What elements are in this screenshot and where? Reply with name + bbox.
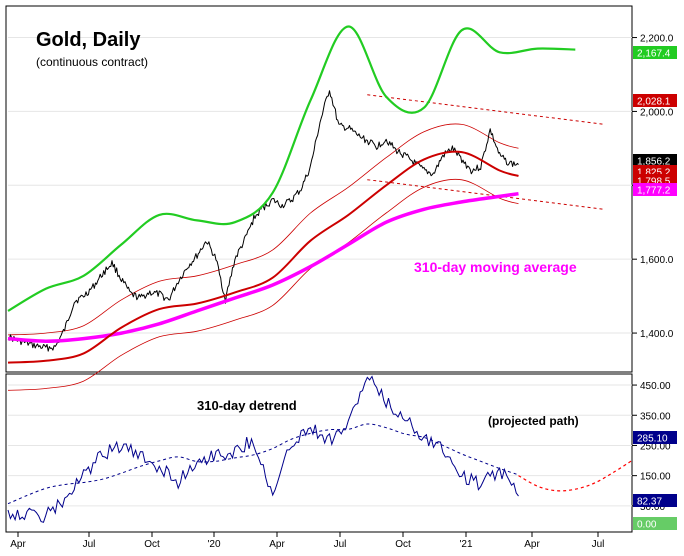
lower-panel-series [7, 375, 633, 523]
upper-panel-grid [8, 37, 632, 334]
upper-tag-label-2-167-4: 2,167.4 [637, 49, 671, 60]
upper-tag-label-1-777-2: 1,777.2 [637, 186, 671, 197]
chart-subtitle: (continuous contract) [36, 55, 148, 69]
chart-title: Gold, Daily [36, 29, 141, 51]
x-tick-label-20: '20 [207, 539, 220, 550]
lower-y-tick-label-150-00: 150.00 [640, 472, 671, 483]
x-axis-ticks: Apr Jul Oct '20 Apr Jul Oct '21 Apr Jul [10, 532, 604, 550]
series-310-day-detrend [7, 375, 519, 523]
lower-panel-grid [8, 384, 632, 507]
x-tick-label-apr: Apr [524, 539, 540, 550]
lower-tag-0-00 [633, 517, 677, 530]
detrend-title: 310-day detrend [197, 398, 297, 413]
lower-channel-line [7, 178, 519, 391]
lower-y-tick-label-350-00: 350.00 [640, 411, 671, 422]
upper-tag-label-1-825-2: 1,825.2 [637, 168, 671, 179]
projected-path-annotation: (projected path) [488, 414, 579, 428]
series-projected-envelope-red [7, 150, 519, 364]
upper-tag-2-167-4 [633, 46, 677, 59]
series-projected-path-red-dashed [518, 459, 633, 492]
x-tick-label-oct: Oct [144, 539, 160, 550]
series-310-day-moving-average [7, 191, 519, 343]
series-projection-green [7, 25, 576, 312]
upper-tag-label-1-798-5: 1,798.5 [637, 177, 671, 188]
lower-tag-label-82-37: 82.37 [637, 497, 662, 508]
upper-panel-series [7, 25, 604, 391]
upper-y-tick-label-2-000-0: 2,000.0 [640, 107, 674, 118]
upper-tag-2-028-1 [633, 94, 677, 107]
lower-panel-price-tags: 285.10 82.37 0.00 [633, 431, 677, 531]
x-tick-label-21: '21 [459, 539, 472, 550]
x-tick-label-jul: Jul [334, 539, 347, 550]
x-tick-label-apr: Apr [10, 539, 26, 550]
lower-panel-y-ticks: 50.00 150.00 250.00 350.00 450.00 [632, 381, 671, 513]
x-tick-label-jul: Jul [83, 539, 96, 550]
lower-panel-frame [5, 373, 633, 533]
detrend-smoothed-line [7, 423, 519, 505]
upper-tag-1-856-2 [633, 154, 677, 167]
lower-tag-label-0-00: 0.00 [637, 520, 657, 531]
upper-panel-price-tags: 2,167.4 2,028.1 1,856.21,825.21,798.51,777… [633, 46, 677, 197]
upper-y-tick-label-1-600-0: 1,600.0 [640, 255, 674, 266]
upper-y-tick-label-2-200-0: 2,200.0 [640, 34, 674, 45]
x-tick-label-oct: Oct [395, 539, 411, 550]
upper-tag-label-1-856-2: 1,856.2 [637, 157, 671, 168]
upper-panel-frame [5, 5, 633, 373]
lower-tag-82-37 [633, 494, 677, 507]
moving-average-annotation: 310-day moving average [414, 259, 577, 275]
lower-y-tick-label-250-00: 250.00 [640, 441, 671, 452]
lower-tag-label-285-10: 285.10 [637, 434, 668, 445]
upper-channel-projection [367, 94, 604, 125]
upper-tag-1-777-2 [633, 183, 677, 196]
upper-channel-line [7, 123, 519, 336]
lower-y-tick-label-450-00: 450.00 [640, 381, 671, 392]
x-tick-label-apr: Apr [269, 539, 285, 550]
lower-tag-285-10 [633, 431, 677, 444]
upper-y-tick-label-1-400-0: 1,400.0 [640, 329, 674, 340]
lower-y-tick-label-50-00: 50.00 [640, 502, 665, 513]
lower-channel-projection [367, 179, 604, 210]
upper-tag-label-2-028-1: 2,028.1 [637, 97, 671, 108]
x-tick-label-jul: Jul [592, 539, 605, 550]
